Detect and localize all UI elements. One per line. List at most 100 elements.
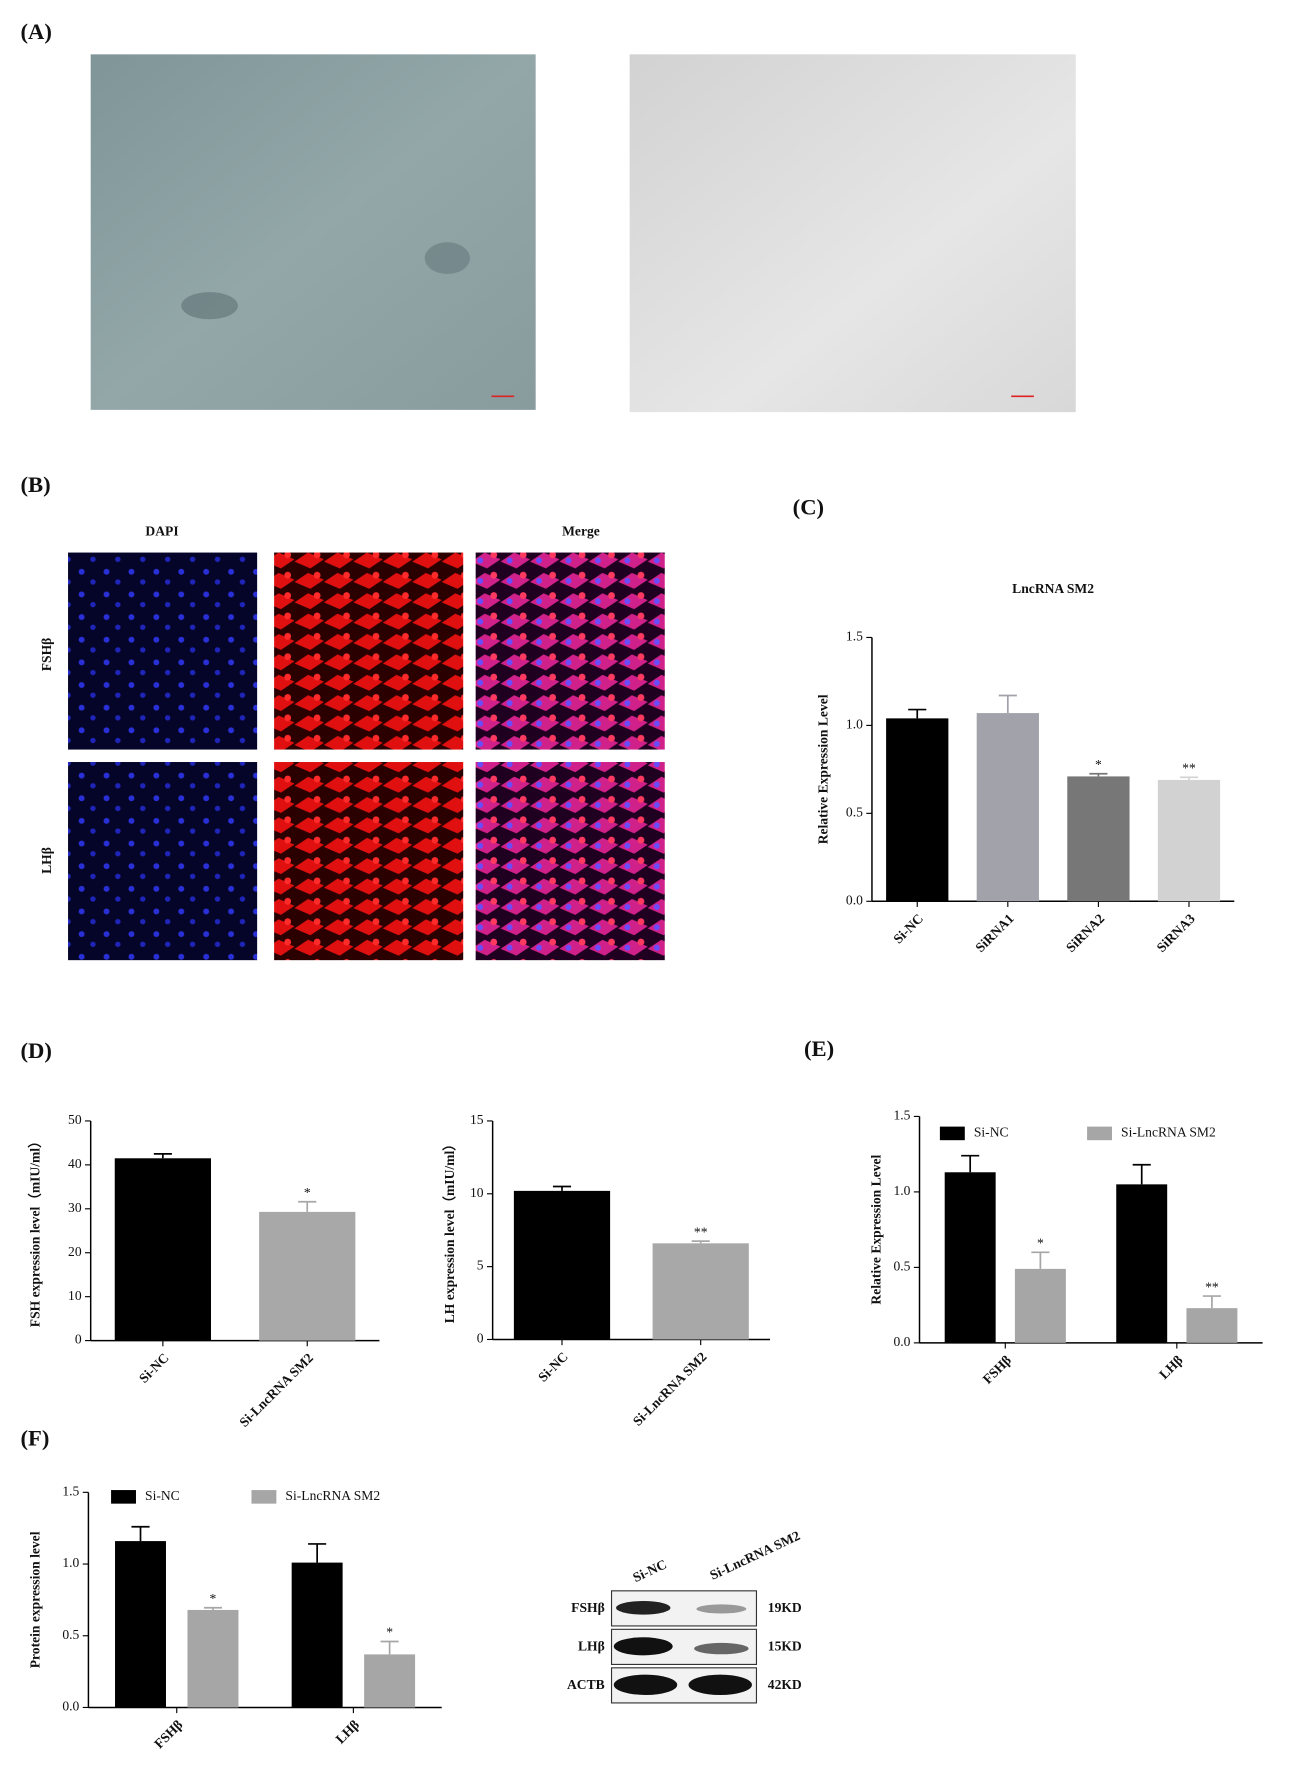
bar <box>364 1654 416 1708</box>
bar <box>944 1172 996 1343</box>
x-tick-label: SiRNA3 <box>1154 911 1198 955</box>
legend-swatch <box>111 1490 136 1504</box>
y-axis-label: LH expression level（mIU/ml） <box>442 1137 457 1323</box>
micrograph <box>629 54 1076 413</box>
fluorescence-image <box>274 552 464 750</box>
row-label: FSHβ <box>39 638 54 672</box>
x-tick-label: LHβ <box>1156 1352 1186 1382</box>
legend-swatch <box>939 1126 965 1141</box>
legend-swatch <box>251 1490 277 1504</box>
y-tick-label: 50 <box>68 1112 82 1127</box>
y-tick-label: 0.0 <box>893 1334 910 1349</box>
fluorescence-image <box>68 762 258 961</box>
protein-label: LHβ <box>578 1639 605 1654</box>
significance: * <box>1037 1235 1044 1250</box>
y-tick-label: 0 <box>75 1332 82 1347</box>
fluorescence-image <box>68 552 258 750</box>
x-tick-label: Si-NC <box>890 911 926 947</box>
y-tick-label: 1.5 <box>846 629 863 644</box>
significance: ** <box>694 1224 708 1239</box>
legend-label: Si-LncRNA SM2 <box>1121 1125 1216 1140</box>
significance: ** <box>1205 1279 1219 1294</box>
y-tick-label: 10 <box>68 1288 82 1303</box>
y-tick-label: 0.5 <box>846 804 863 819</box>
x-tick-label: Si-NC <box>535 1349 571 1385</box>
y-axis-label: Relative Expression Level <box>816 694 831 844</box>
bar <box>886 718 949 902</box>
bar <box>115 1541 166 1708</box>
significance: * <box>210 1591 217 1606</box>
y-tick-label: 30 <box>68 1200 82 1215</box>
y-tick-label: 40 <box>68 1156 82 1171</box>
western-blot: Si-NC Si-LncRNA SM2 FSHβ LHβ ACTB 19KD 1… <box>567 1528 802 1704</box>
y-axis-label: FSH expression level（mIU/ml） <box>27 1134 42 1327</box>
protein-label: ACTB <box>567 1677 605 1692</box>
x-tick-label: SiRNA1 <box>972 911 1016 955</box>
legend-swatch <box>1087 1126 1112 1141</box>
x-tick-label: FSHβ <box>151 1717 185 1751</box>
bar <box>114 1158 211 1341</box>
legend-label: Si-LncRNA SM2 <box>285 1488 380 1503</box>
significance: * <box>1095 757 1102 772</box>
y-tick-label: 10 <box>470 1185 484 1200</box>
y-axis-label: Protein expression level <box>27 1531 42 1668</box>
y-tick-label: 5 <box>477 1258 484 1273</box>
chart-title: LncRNA SM2 <box>1012 581 1094 596</box>
bar <box>1067 776 1130 902</box>
y-tick-label: 1.5 <box>62 1483 79 1498</box>
size-label: 19KD <box>768 1600 802 1615</box>
y-tick-label: 20 <box>68 1244 82 1259</box>
micrograph <box>90 54 536 410</box>
significance: * <box>304 1185 311 1200</box>
y-tick-label: 1.0 <box>62 1555 79 1570</box>
panel-b-images <box>68 552 665 961</box>
legend-label: Si-NC <box>974 1125 1009 1140</box>
legend-label: Si-NC <box>145 1488 180 1503</box>
panel-label: (C) <box>793 495 824 520</box>
bar <box>259 1211 356 1341</box>
fluorescence-image <box>274 762 464 961</box>
row-label: LHβ <box>39 847 54 874</box>
y-tick-label: 1.5 <box>893 1108 910 1123</box>
panel-label: (B) <box>20 472 50 497</box>
y-tick-label: 0.0 <box>62 1699 79 1714</box>
x-tick-label: LHβ <box>333 1717 363 1747</box>
y-tick-label: 15 <box>470 1112 484 1127</box>
bar <box>513 1190 611 1340</box>
significance: * <box>386 1625 393 1640</box>
bar <box>1186 1308 1238 1343</box>
y-tick-label: 1.0 <box>893 1183 910 1198</box>
y-tick-label: 1.0 <box>846 717 863 732</box>
panel-label: (E) <box>804 1036 834 1061</box>
protein-label: FSHβ <box>571 1600 605 1615</box>
x-tick-label: Si-NC <box>136 1350 172 1386</box>
panel-a-images <box>90 54 1076 413</box>
bar <box>291 1562 343 1708</box>
fluorescence-image <box>475 762 665 961</box>
x-tick-label: Si-LncRNA SM2 <box>630 1349 710 1429</box>
y-tick-label: 0 <box>477 1331 484 1346</box>
y-tick-label: 0.5 <box>893 1258 910 1273</box>
bar <box>187 1609 239 1708</box>
lane-label: Si-NC <box>630 1556 668 1585</box>
bar <box>1157 779 1221 902</box>
bar <box>1116 1184 1168 1343</box>
bar <box>652 1243 749 1340</box>
x-tick-label: FSHβ <box>980 1352 1014 1386</box>
significance: ** <box>1182 760 1196 775</box>
y-tick-label: 0.0 <box>846 892 863 907</box>
panel-label: (F) <box>20 1425 49 1450</box>
panel-label: (D) <box>20 1038 51 1063</box>
y-tick-label: 0.5 <box>62 1627 79 1642</box>
bar <box>976 713 1039 902</box>
panel-label: (A) <box>20 19 51 44</box>
column-label: Merge <box>562 523 600 538</box>
bar <box>1014 1268 1066 1343</box>
size-label: 42KD <box>768 1677 802 1692</box>
column-label: DAPI <box>145 523 178 538</box>
lane-label: Si-LncRNA SM2 <box>707 1528 802 1583</box>
y-axis-label: Relative Expression Level <box>869 1154 884 1304</box>
fluorescence-image <box>475 552 665 750</box>
